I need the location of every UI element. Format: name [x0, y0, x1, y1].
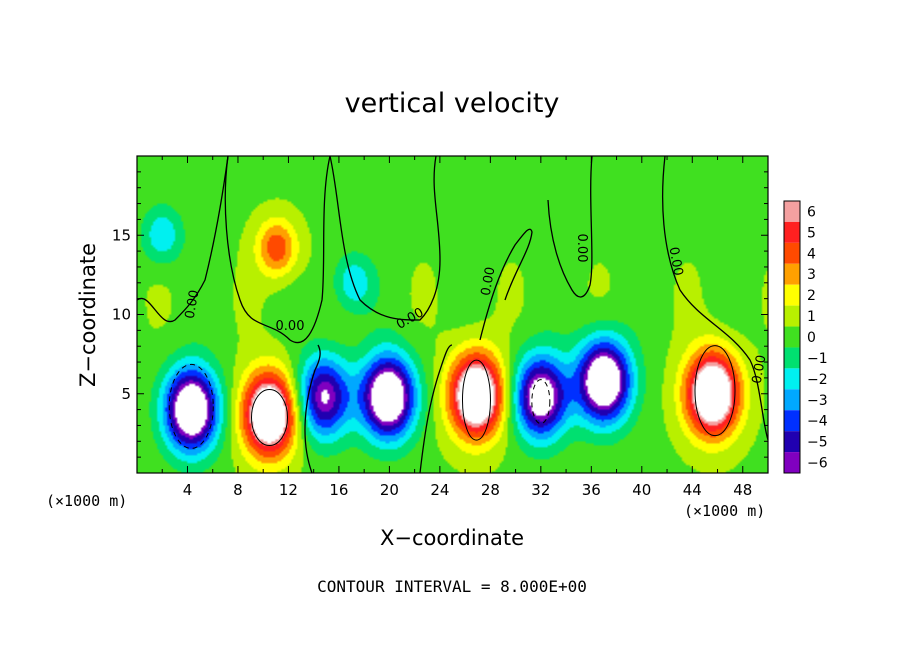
x-axis-label: X−coordinate — [380, 526, 524, 550]
core-contour-2 — [461, 359, 491, 441]
colorbar-cell--5 — [784, 431, 800, 453]
colorbar-label-1: 1 — [807, 309, 816, 325]
colorbar-cell-6 — [784, 201, 800, 222]
x-tick-label-28: 28 — [481, 481, 500, 499]
zero-contour-0 — [136, 155, 229, 323]
colorbar-cell--4 — [784, 410, 800, 432]
y-tick-label-5: 5 — [121, 385, 131, 403]
colorbar-cell-2 — [784, 284, 800, 306]
colorbar-cell-5 — [784, 221, 800, 243]
y-tick-label-10: 10 — [112, 306, 131, 324]
colorbar-label--3: −3 — [807, 393, 828, 409]
colorbar-label-5: 5 — [807, 225, 816, 241]
colorbar-cell--2 — [784, 368, 800, 390]
x-tick-label-44: 44 — [683, 481, 702, 499]
zero-contour-1 — [224, 155, 331, 344]
colorbar-cell--6 — [784, 452, 800, 473]
core-contour-4 — [694, 345, 736, 437]
x-tick-label-24: 24 — [430, 481, 449, 499]
colorbar-cell-0 — [784, 326, 800, 348]
x-tick-label-20: 20 — [380, 481, 399, 499]
zero-contour-7 — [304, 344, 321, 474]
colorbar-label-4: 4 — [807, 246, 816, 262]
colorbar-label-6: 6 — [807, 204, 816, 220]
contour-label-4: 0.00 — [574, 234, 589, 263]
core-contour-1 — [251, 389, 289, 447]
core-contour-0 — [168, 363, 214, 449]
colorbar-label--6: −6 — [807, 456, 828, 472]
colorbar-label--2: −2 — [807, 372, 828, 388]
zero-contour-3 — [479, 228, 533, 341]
colorbar-frame — [783, 200, 801, 474]
colorbar-cell-1 — [784, 305, 800, 327]
colorbar-cell-4 — [784, 242, 800, 264]
colorbar-cell--1 — [784, 347, 800, 369]
contour-interval-note: CONTOUR INTERVAL = 8.000E+00 — [317, 577, 587, 596]
y-tick-label-15: 15 — [112, 226, 131, 244]
x-tick-label-8: 8 — [233, 481, 243, 499]
chart-title: vertical velocity — [344, 88, 560, 119]
x-tick-label-4: 4 — [183, 481, 193, 499]
contour-label-3: 0.00 — [479, 266, 499, 297]
velocity-field — [137, 156, 768, 473]
x-tick-label-12: 12 — [279, 481, 298, 499]
colorbar-cell--3 — [784, 389, 800, 411]
colorbar-label--4: −4 — [807, 414, 828, 430]
contour-label-0: 0.00 — [183, 289, 203, 320]
zero-contour-4 — [547, 155, 593, 298]
zero-contour-2 — [329, 155, 441, 321]
colorbar-label--1: −1 — [807, 351, 828, 367]
x-tick-label-16: 16 — [329, 481, 348, 499]
core-contour-3 — [531, 379, 551, 425]
colorbar-label-3: 3 — [807, 267, 816, 283]
zero-contour-6 — [419, 344, 453, 474]
x-unit-left: (×1000 m) — [46, 492, 128, 510]
x-unit-right: (×1000 m) — [684, 502, 766, 520]
x-tick-label-32: 32 — [531, 481, 550, 499]
x-tick-label-36: 36 — [582, 481, 601, 499]
colorbar-cell-3 — [784, 263, 800, 285]
contour-label-1: 0.00 — [276, 319, 305, 334]
contour-label-5: 0.00 — [666, 246, 686, 277]
zero-contour-5 — [662, 155, 769, 441]
x-tick-label-40: 40 — [632, 481, 651, 499]
colorbar-label-2: 2 — [807, 288, 816, 304]
x-tick-label-48: 48 — [733, 481, 752, 499]
colorbar-label--5: −5 — [807, 435, 828, 451]
colorbar-label-0: 0 — [807, 330, 816, 346]
